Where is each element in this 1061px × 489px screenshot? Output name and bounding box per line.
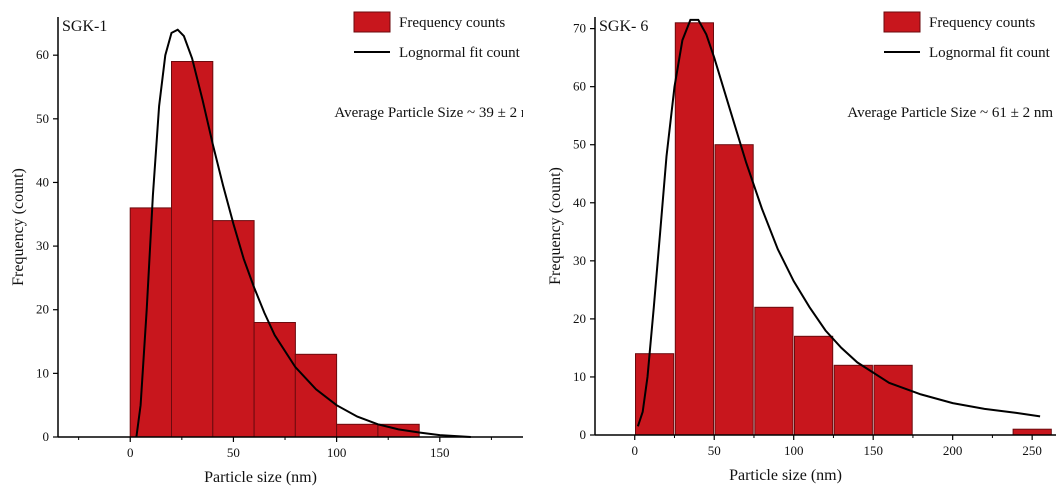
- average-size-annotation: Average Particle Size ~ 61 ± 2 nm: [847, 105, 1053, 121]
- y-tick-label: 0: [580, 427, 587, 442]
- y-tick-label: 20: [573, 311, 586, 326]
- legend-label-fit: Lognormal fit count: [929, 45, 1051, 61]
- x-tick-label: 100: [327, 445, 347, 460]
- panel-label: SGK- 6: [599, 18, 648, 35]
- legend-label-frequency: Frequency counts: [399, 15, 505, 31]
- histogram-bar: [674, 22, 715, 436]
- histogram-chart-sgk-6: 0 50 100 150 200 250 0 10 20 30 40 50 60 70 Particle s…: [547, 11, 1056, 484]
- histogram-bar: [635, 353, 675, 436]
- histogram-bar: [794, 335, 834, 436]
- histogram-bar: [754, 306, 794, 436]
- legend-bar-swatch: [353, 11, 391, 33]
- x-axis-title: Particle size (nm): [204, 469, 317, 486]
- x-tick-label: 200: [943, 443, 963, 458]
- histogram-bar: [336, 423, 379, 438]
- y-tick-label: 60: [573, 79, 586, 94]
- histogram-chart-sgk-1: 050100150200102030405060Particle size (n…: [10, 11, 523, 486]
- histogram-bar: [253, 322, 296, 438]
- y-tick-label: 30: [573, 253, 586, 268]
- y-tick-label: 0: [43, 429, 50, 444]
- histogram-bar: [1012, 428, 1052, 436]
- legend-bar-swatch: [883, 11, 921, 33]
- histogram-bar: [833, 364, 873, 436]
- x-tick-label: 0: [631, 443, 638, 458]
- histogram-bar: [212, 220, 255, 438]
- y-tick-label: 70: [573, 21, 586, 36]
- x-tick-label: 0: [127, 445, 134, 460]
- histogram-bar: [171, 61, 214, 438]
- legend-label-frequency: Frequency counts: [929, 15, 1035, 31]
- x-tick-label: 100: [784, 443, 804, 458]
- y-tick-label: 30: [36, 238, 49, 253]
- x-tick-label: 150: [863, 443, 883, 458]
- x-axis-title: Particle size (nm): [729, 467, 842, 484]
- y-tick-label: 10: [36, 365, 49, 380]
- y-tick-label: 20: [36, 302, 49, 317]
- y-axis-title: Frequency (count): [10, 168, 27, 286]
- panel-label: SGK-1: [62, 18, 107, 35]
- x-tick-label: 50: [227, 445, 240, 460]
- x-tick-label: 150: [430, 445, 450, 460]
- y-tick-label: 50: [573, 137, 586, 152]
- x-tick-label: 50: [708, 443, 721, 458]
- y-tick-label: 40: [573, 195, 586, 210]
- lognormal-fit-line: [135, 28, 471, 438]
- x-tick-label: 250: [1022, 443, 1042, 458]
- y-tick-label: 50: [36, 111, 49, 126]
- y-tick-label: 10: [573, 369, 586, 384]
- lognormal-fit-line: [636, 18, 1041, 427]
- y-axis-title: Frequency (count): [547, 167, 564, 285]
- histogram-bar: [714, 144, 754, 436]
- legend-label-fit: Lognormal fit count: [399, 45, 521, 61]
- y-tick-label: 60: [36, 47, 49, 62]
- average-size-annotation: Average Particle Size ~ 39 ± 2 nm: [334, 105, 523, 121]
- histogram-bar: [294, 353, 338, 438]
- y-tick-label: 40: [36, 174, 49, 189]
